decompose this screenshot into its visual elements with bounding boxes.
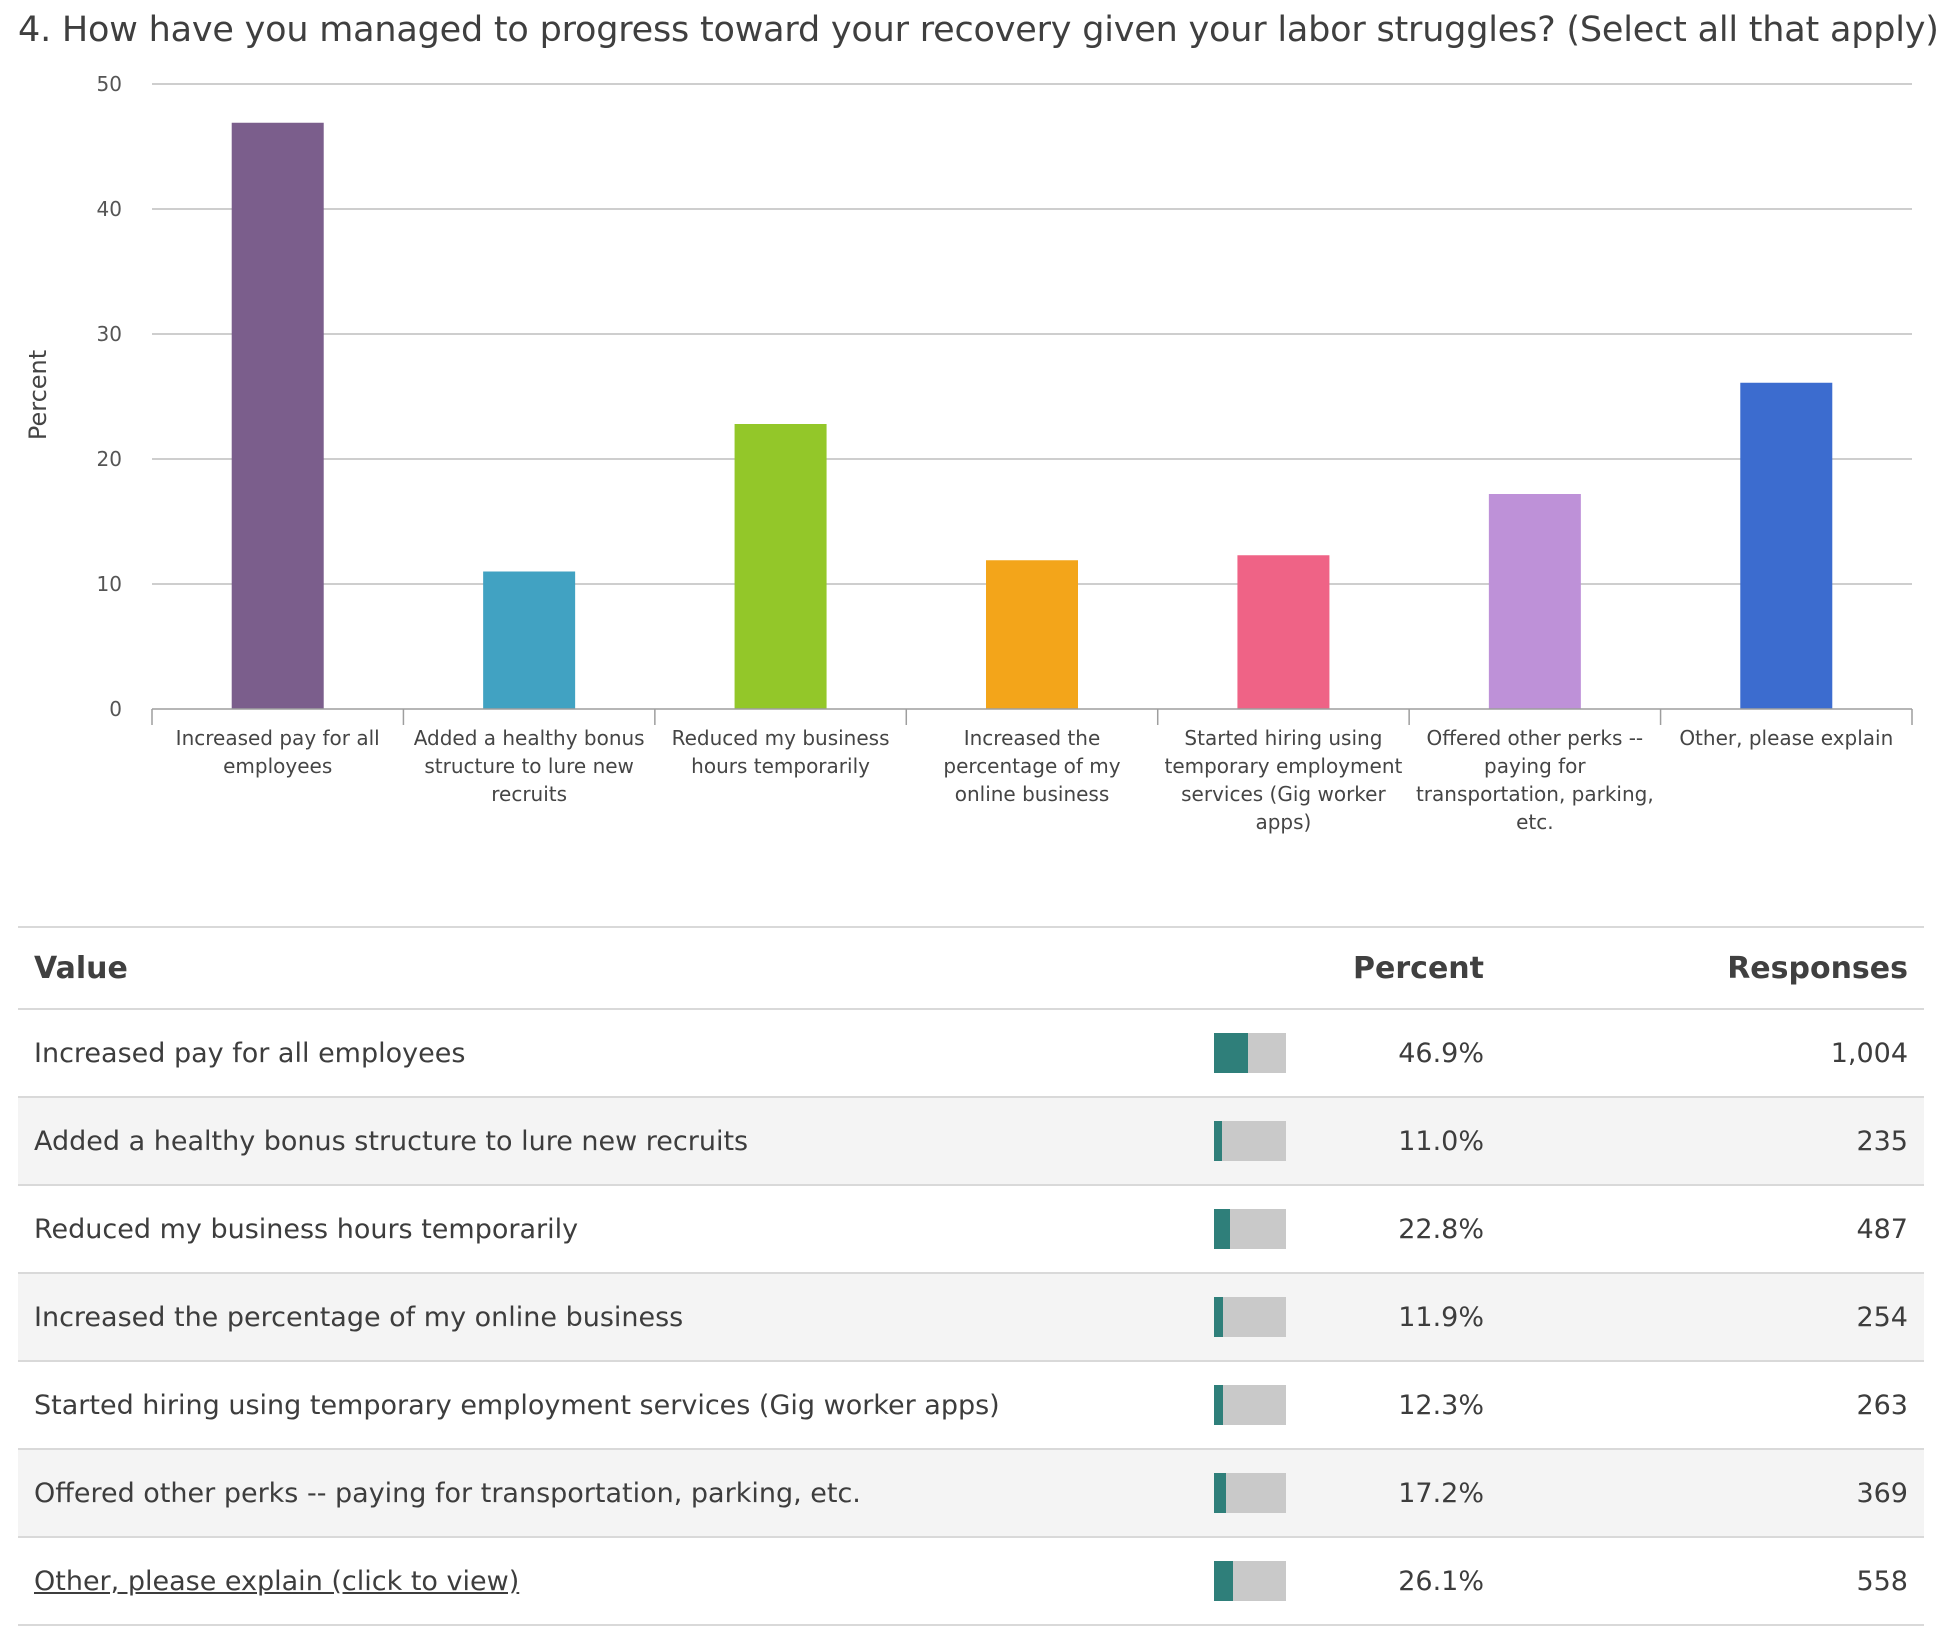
row-value-cell: Added a healthy bonus structure to lure …: [18, 1096, 1214, 1185]
row-value-text: Increased the percentage of my online bu…: [34, 1301, 684, 1333]
bar: [986, 560, 1078, 709]
row-bar-cell: [1214, 1184, 1304, 1273]
percent-bar-fill: [1214, 1561, 1233, 1601]
row-value-text: Increased pay for all employees: [34, 1037, 466, 1069]
x-tick-label: Increased pay for all employees: [175, 726, 380, 778]
y-tick-label: 30: [97, 322, 122, 346]
bar: [1740, 382, 1833, 709]
table-row: Added a healthy bonus structure to lure …: [18, 1096, 1924, 1185]
row-value-text: Offered other perks -- paying for transp…: [34, 1477, 861, 1509]
row-bar-cell: [1214, 1008, 1304, 1097]
row-percent: 26.1%: [1304, 1536, 1484, 1626]
percent-bar-fill: [1214, 1209, 1231, 1249]
percent-bar: [1214, 1561, 1286, 1601]
row-responses: 487: [1484, 1184, 1924, 1273]
header-value: Value: [18, 926, 1214, 1009]
percent-bar: [1214, 1209, 1286, 1249]
bar: [734, 424, 827, 709]
y-tick-labels: 0 10 20 30 40 50: [97, 72, 122, 721]
bar: [1237, 555, 1330, 709]
table-row: Other, please explain (click to view) 26.…: [18, 1536, 1924, 1626]
x-axis: [151, 708, 1913, 725]
table-row: Offered other perks -- paying for transp…: [18, 1448, 1924, 1537]
y-tick-label: 10: [97, 572, 122, 596]
table-body: Increased pay for all employees 46.9% 1,00…: [18, 1008, 1924, 1626]
row-percent: 22.8%: [1304, 1184, 1484, 1273]
grid-lines: [152, 83, 1912, 585]
percent-bar-fill: [1214, 1033, 1248, 1073]
percent-bar: [1214, 1385, 1286, 1425]
x-tick-label: Offered other perks -- paying for transp…: [1415, 726, 1654, 834]
table-header-row: Value Percent Responses: [18, 926, 1924, 1009]
row-responses: 369: [1484, 1448, 1924, 1537]
y-axis-label: Percent: [24, 349, 52, 441]
y-tick-label: 50: [97, 72, 122, 96]
row-percent: 12.3%: [1304, 1360, 1484, 1449]
row-value-text: Reduced my business hours temporarily: [34, 1213, 579, 1245]
row-responses: 235: [1484, 1096, 1924, 1185]
percent-bar: [1214, 1473, 1286, 1513]
y-tick-label: 0: [109, 697, 122, 721]
table-row: Increased the percentage of my online bu…: [18, 1272, 1924, 1361]
row-value-text: Started hiring using temporary employmen…: [34, 1389, 1000, 1421]
other-responses-link[interactable]: Other, please explain (click to view): [34, 1565, 520, 1597]
row-bar-cell: [1214, 1272, 1304, 1361]
table-row: Reduced my business hours temporarily 22.…: [18, 1184, 1924, 1273]
x-tick-label: Added a healthy bonus structure to lure …: [413, 726, 645, 806]
bar: [483, 571, 576, 709]
percent-bar-fill: [1214, 1473, 1227, 1513]
header-responses: Responses: [1484, 926, 1924, 1009]
header-bar: [1214, 926, 1304, 1009]
row-bar-cell: [1214, 1448, 1304, 1537]
table-row: Started hiring using temporary employmen…: [18, 1360, 1924, 1449]
percent-bar: [1214, 1033, 1286, 1073]
percent-bar-fill: [1214, 1297, 1223, 1337]
bar: [231, 122, 324, 709]
row-responses: 1,004: [1484, 1008, 1924, 1097]
y-tick-label: 40: [97, 197, 122, 221]
bar-chart: 0 10 20 30 40 50: [97, 72, 1913, 725]
bars: [231, 122, 1833, 709]
x-tick-label: Started hiring using temporary employmen…: [1164, 726, 1403, 834]
row-bar-cell: [1214, 1360, 1304, 1449]
bar: [1488, 494, 1581, 709]
row-percent: 46.9%: [1304, 1008, 1484, 1097]
row-value-cell: Increased pay for all employees: [18, 1008, 1214, 1097]
row-value-cell: Offered other perks -- paying for transp…: [18, 1448, 1214, 1537]
row-percent: 17.2%: [1304, 1448, 1484, 1537]
x-tick-label: Other, please explain: [1679, 726, 1894, 750]
row-value-cell: Increased the percentage of my online bu…: [18, 1272, 1214, 1361]
y-tick-label: 20: [97, 447, 122, 471]
row-responses: 254: [1484, 1272, 1924, 1361]
row-value-cell: Other, please explain (click to view): [18, 1536, 1214, 1626]
percent-bar: [1214, 1121, 1286, 1161]
row-value-cell: Started hiring using temporary employmen…: [18, 1360, 1214, 1449]
percent-bar-fill: [1214, 1385, 1223, 1425]
table-row: Increased pay for all employees 46.9% 1,00…: [18, 1008, 1924, 1097]
row-bar-cell: [1214, 1536, 1304, 1626]
percent-bar-fill: [1214, 1121, 1222, 1161]
row-value-cell: Reduced my business hours temporarily: [18, 1184, 1214, 1273]
row-percent: 11.9%: [1304, 1272, 1484, 1361]
header-percent: Percent: [1304, 926, 1484, 1009]
percent-bar: [1214, 1297, 1286, 1337]
row-responses: 263: [1484, 1360, 1924, 1449]
question-title: 4. How have you managed to progress towa…: [18, 10, 1942, 50]
results-table: Value Percent Responses Increased pay fo…: [18, 926, 1924, 1626]
row-value-text: Added a healthy bonus structure to lure …: [34, 1125, 749, 1157]
row-percent: 11.0%: [1304, 1096, 1484, 1185]
x-tick-label: Reduced my business hours temporarily: [671, 726, 890, 778]
x-tick-label: Increased the percentage of my online bu…: [943, 726, 1121, 806]
row-bar-cell: [1214, 1096, 1304, 1185]
row-responses: 558: [1484, 1536, 1924, 1626]
